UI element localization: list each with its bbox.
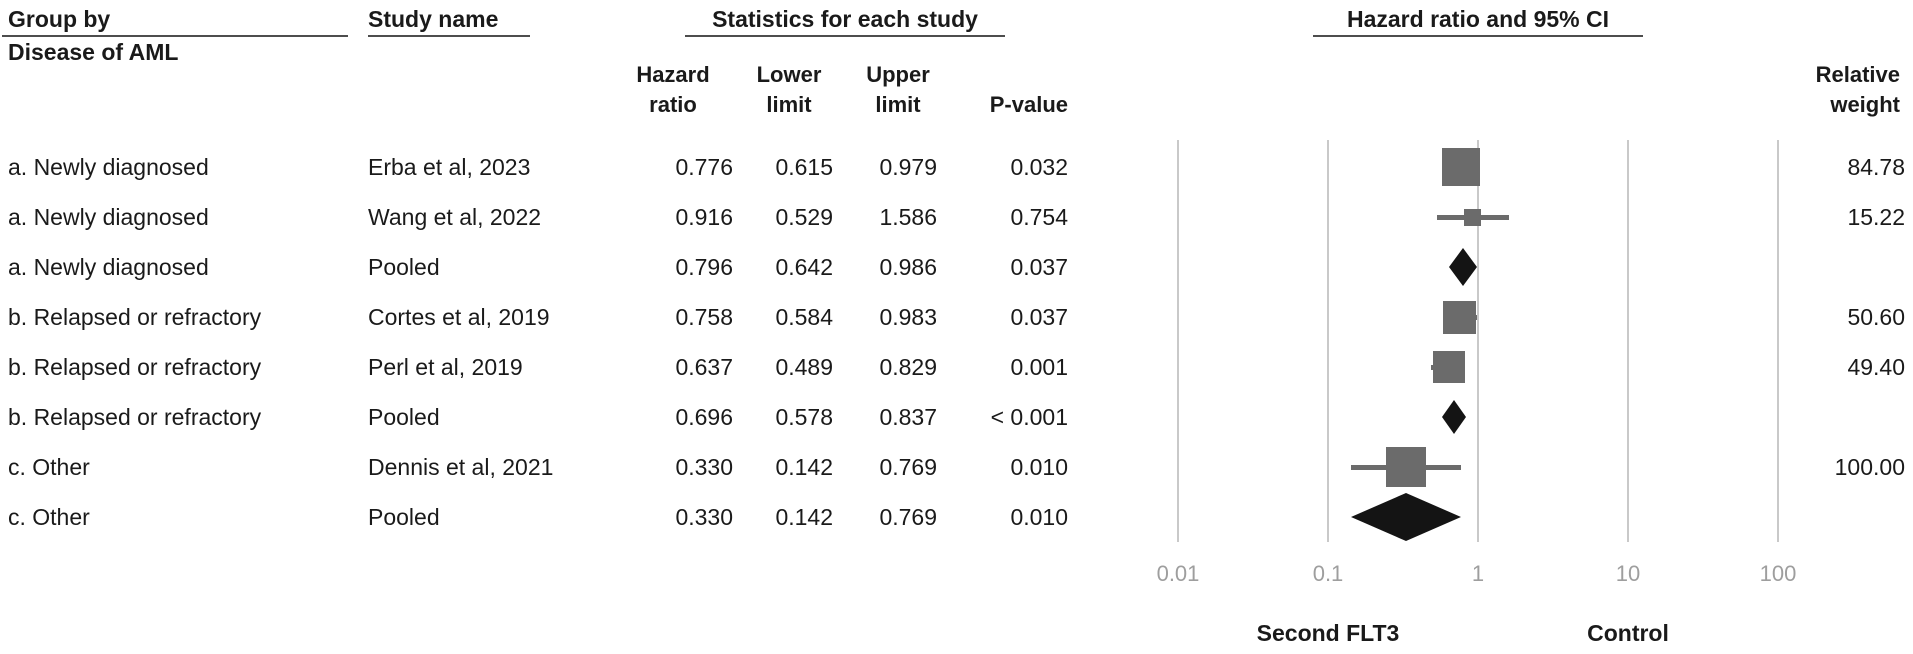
upper-limit-cell: 0.986 bbox=[879, 254, 937, 280]
p-value-cell: 0.032 bbox=[1010, 154, 1068, 180]
study-square-marker bbox=[1464, 209, 1481, 226]
relative-weight-cell: 15.22 bbox=[1847, 204, 1905, 230]
group-by-header-line2: Disease of AML bbox=[8, 39, 179, 65]
hazard-ratio-cell: 0.758 bbox=[675, 304, 733, 330]
x-tick-label: 0.1 bbox=[1312, 561, 1344, 586]
relative-weight-cell: 84.78 bbox=[1847, 154, 1905, 180]
group-cell: a. Newly diagnosed bbox=[8, 154, 209, 180]
upper-limit-cell: 0.769 bbox=[879, 454, 937, 480]
study-cell: Pooled bbox=[368, 504, 440, 530]
lower-limit-col-header: Lower limit bbox=[756, 62, 822, 117]
hazard-ratio-cell: 0.696 bbox=[675, 404, 733, 430]
lower-limit-cell: 0.642 bbox=[775, 254, 833, 280]
statistics-underline bbox=[685, 35, 1005, 37]
upper-limit-cell: 0.769 bbox=[879, 504, 937, 530]
p-value-col-header: P-value bbox=[989, 92, 1068, 117]
study-square-marker bbox=[1386, 447, 1426, 487]
p-value-cell: 0.754 bbox=[1010, 204, 1068, 230]
relative-weight-cell: 50.60 bbox=[1847, 304, 1905, 330]
upper-limit-col-header: Upper limit bbox=[866, 62, 930, 117]
study-square-marker bbox=[1442, 148, 1480, 186]
p-value-cell: 0.001 bbox=[1010, 354, 1068, 380]
p-value-cell: 0.037 bbox=[1010, 304, 1068, 330]
group-cell: b. Relapsed or refractory bbox=[8, 304, 262, 330]
statistics-header: Statistics for each study bbox=[712, 6, 978, 32]
plot-title-header: Hazard ratio and 95% CI bbox=[1346, 6, 1610, 32]
lower-limit-cell: 0.584 bbox=[775, 304, 833, 330]
lower-limit-cell: 0.615 bbox=[775, 154, 833, 180]
hazard-ratio-cell: 0.330 bbox=[675, 454, 733, 480]
group-cell: c. Other bbox=[8, 454, 90, 480]
upper-limit-cell: 0.983 bbox=[879, 304, 937, 330]
x-tick-label: 0.01 bbox=[1156, 561, 1200, 586]
hazard-ratio-col-header: Hazard ratio bbox=[636, 62, 710, 117]
lower-limit-cell: 0.142 bbox=[775, 454, 833, 480]
lower-limit-cell: 0.578 bbox=[775, 404, 833, 430]
upper-limit-cell: 1.586 bbox=[879, 204, 937, 230]
hazard-ratio-cell: 0.776 bbox=[675, 154, 733, 180]
hazard-ratio-cell: 0.637 bbox=[675, 354, 733, 380]
study-name-header: Study name bbox=[368, 6, 499, 32]
axis-left-direction-label: Second FLT3 bbox=[1256, 620, 1400, 646]
study-square-marker bbox=[1443, 301, 1476, 334]
group-cell: a. Newly diagnosed bbox=[8, 254, 209, 280]
group-cell: c. Other bbox=[8, 504, 90, 530]
study-cell: Perl et al, 2019 bbox=[368, 354, 523, 380]
lower-limit-cell: 0.489 bbox=[775, 354, 833, 380]
relative-weight-cell: 49.40 bbox=[1847, 354, 1905, 380]
study-cell: Pooled bbox=[368, 254, 440, 280]
gridline-100 bbox=[1777, 140, 1779, 542]
x-tick-label: 1 bbox=[1471, 561, 1485, 586]
pooled-diamond-marker bbox=[1442, 400, 1466, 434]
study-cell: Pooled bbox=[368, 404, 440, 430]
gridline-0.1 bbox=[1327, 140, 1329, 542]
group-by-header-line1: Group by bbox=[8, 6, 111, 32]
study-cell: Wang et al, 2022 bbox=[368, 204, 542, 230]
axis-right-direction-label: Control bbox=[1587, 620, 1669, 646]
x-tick-label: 10 bbox=[1615, 561, 1641, 586]
gridline-10 bbox=[1627, 140, 1629, 542]
group-by-underline bbox=[2, 35, 348, 37]
plot-title-underline bbox=[1313, 35, 1643, 37]
relative-weight-col-header: Relative weight bbox=[1815, 62, 1900, 117]
lower-limit-cell: 0.529 bbox=[775, 204, 833, 230]
pooled-diamond-marker bbox=[1449, 248, 1477, 286]
pooled-diamond-marker bbox=[1351, 493, 1461, 541]
study-cell: Dennis et al, 2021 bbox=[368, 454, 554, 480]
p-value-cell: 0.010 bbox=[1010, 454, 1068, 480]
study-cell: Cortes et al, 2019 bbox=[368, 304, 550, 330]
hazard-ratio-cell: 0.916 bbox=[675, 204, 733, 230]
study-name-underline bbox=[368, 35, 530, 37]
gridline-1 bbox=[1477, 140, 1479, 542]
upper-limit-cell: 0.837 bbox=[879, 404, 937, 430]
hazard-ratio-cell: 0.330 bbox=[675, 504, 733, 530]
study-cell: Erba et al, 2023 bbox=[368, 154, 531, 180]
group-cell: a. Newly diagnosed bbox=[8, 204, 209, 230]
p-value-cell: 0.037 bbox=[1010, 254, 1068, 280]
hazard-ratio-cell: 0.796 bbox=[675, 254, 733, 280]
x-tick-label: 100 bbox=[1759, 561, 1797, 586]
relative-weight-cell: 100.00 bbox=[1834, 454, 1905, 480]
study-square-marker bbox=[1433, 351, 1465, 383]
upper-limit-cell: 0.979 bbox=[879, 154, 937, 180]
lower-limit-cell: 0.142 bbox=[775, 504, 833, 530]
p-value-cell: 0.010 bbox=[1010, 504, 1068, 530]
group-cell: b. Relapsed or refractory bbox=[8, 404, 262, 430]
group-cell: b. Relapsed or refractory bbox=[8, 354, 262, 380]
gridline-0.01 bbox=[1177, 140, 1179, 542]
p-value-cell: < 0.001 bbox=[990, 404, 1068, 430]
upper-limit-cell: 0.829 bbox=[879, 354, 937, 380]
